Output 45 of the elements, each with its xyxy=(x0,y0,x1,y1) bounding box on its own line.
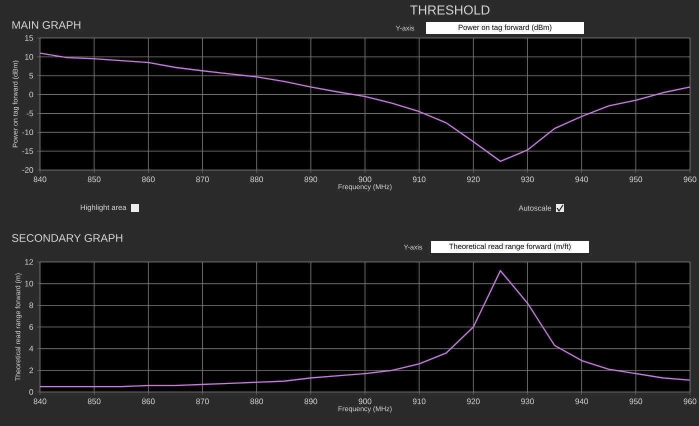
chart-title: SECONDARY GRAPH xyxy=(12,234,122,242)
x-tick-label: 930 xyxy=(521,176,534,182)
y-tick-label: 5 xyxy=(29,72,34,79)
x-tick-label: 920 xyxy=(467,398,480,404)
x-tick-label: 960 xyxy=(684,398,696,404)
x-tick-label: 900 xyxy=(358,176,372,182)
x-tick-label: 960 xyxy=(684,176,696,182)
x-tick-label: 860 xyxy=(142,176,155,182)
x-tick-label: 900 xyxy=(358,398,372,404)
y-tick-label: 0 xyxy=(29,92,34,98)
x-tick-label: 880 xyxy=(250,176,264,182)
y-tick-label: 15 xyxy=(25,35,34,41)
x-tick-label: 940 xyxy=(575,398,588,404)
y-tick-label: 4 xyxy=(29,346,34,352)
x-tick-label: 860 xyxy=(142,398,155,404)
text: THRESHOLD xyxy=(410,5,490,15)
x-tick-label: 920 xyxy=(467,176,480,182)
line-series xyxy=(40,52,690,162)
y-tick-label: 0 xyxy=(29,389,34,395)
x-tick-label: 850 xyxy=(88,176,101,182)
x-tick-label: 890 xyxy=(304,398,318,404)
x-tick-label: 940 xyxy=(575,176,588,182)
y-tick-label: 10 xyxy=(25,280,34,287)
x-tick-label: 870 xyxy=(196,398,209,404)
x-tick-label: 950 xyxy=(630,176,642,182)
x-tick-label: 840 xyxy=(34,176,46,182)
x-tick-label: 850 xyxy=(88,398,101,404)
x-tick-label: 950 xyxy=(630,398,642,404)
y-tick-label: 10 xyxy=(25,54,34,60)
y-tick-label: 8 xyxy=(29,302,34,308)
x-tick-label: 890 xyxy=(304,176,318,182)
x-tick-label: 930 xyxy=(521,398,534,404)
x-tick-label: 870 xyxy=(196,176,209,182)
y-tick-label: -5 xyxy=(26,110,34,116)
x-tick-label: 910 xyxy=(412,398,426,404)
y-tick-label: 6 xyxy=(29,324,34,330)
y-tick-label: -20 xyxy=(22,167,34,173)
x-tick-label: 880 xyxy=(250,398,264,404)
y-tick-label: -10 xyxy=(22,129,34,136)
x-tick-label: 840 xyxy=(34,398,46,404)
y-tick-label: -15 xyxy=(22,148,34,154)
y-tick-label: 2 xyxy=(29,368,34,374)
chart-title: MAIN GRAPH xyxy=(12,21,80,29)
y-tick-label: 12 xyxy=(25,259,34,265)
x-tick-label: 910 xyxy=(412,176,426,182)
